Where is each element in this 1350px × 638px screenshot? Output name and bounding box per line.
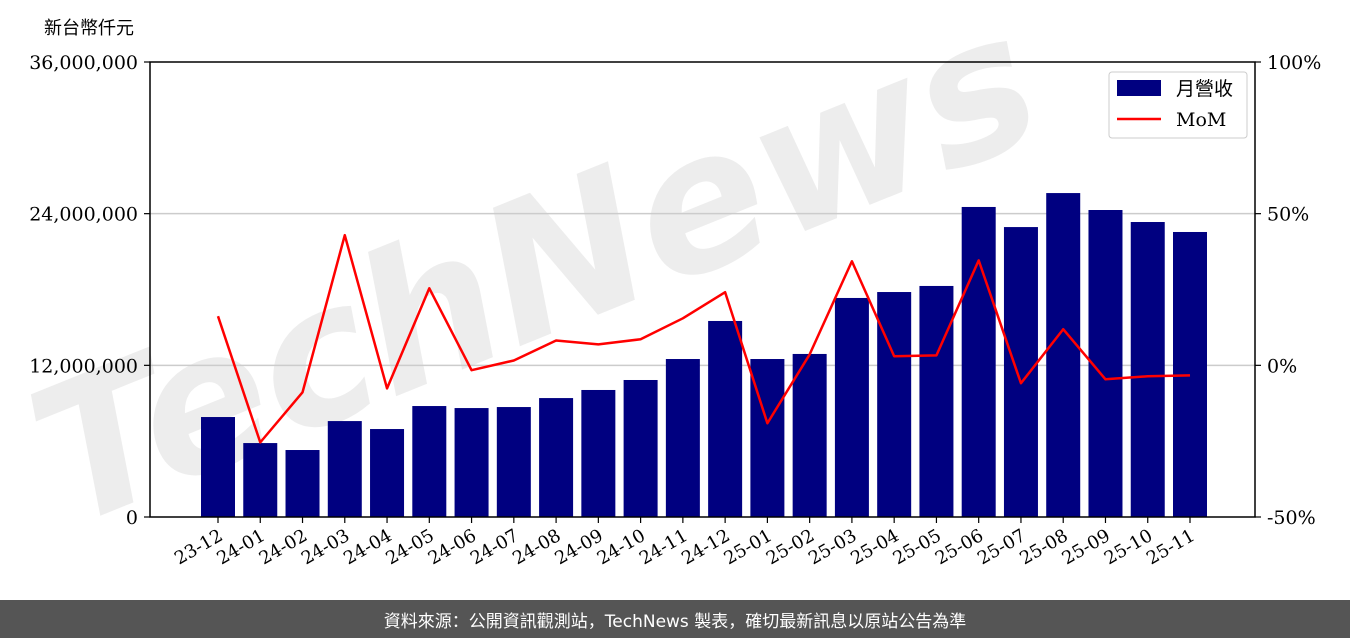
bar-25-02 xyxy=(792,353,827,517)
y-tick-label: 24,000,000 xyxy=(29,204,138,226)
y2-tick-label: -50% xyxy=(1267,507,1316,529)
plot-frame xyxy=(149,61,1256,518)
bar-25-09 xyxy=(1088,210,1123,517)
legend-label-mom: MoM xyxy=(1176,109,1226,131)
bar-24-12 xyxy=(708,320,743,517)
x-tick-label: 25-11 xyxy=(1143,525,1198,569)
y2-tick-label: 0% xyxy=(1267,355,1297,377)
y-tick-label: 0 xyxy=(126,507,138,529)
y-tick-label: 36,000,000 xyxy=(29,52,138,74)
bar-24-09 xyxy=(581,389,616,517)
bar-25-05 xyxy=(919,285,954,517)
bar-24-11 xyxy=(665,359,700,517)
y2-tick-label: 100% xyxy=(1267,52,1321,74)
bar-24-10 xyxy=(623,379,658,517)
y-tick-label: 12,000,000 xyxy=(29,355,138,377)
bar-25-04 xyxy=(877,292,912,517)
bar-24-07 xyxy=(496,407,531,517)
y2-tick-label: 50% xyxy=(1267,204,1309,226)
bar-25-07 xyxy=(1003,227,1038,517)
bar-24-03 xyxy=(327,421,362,517)
source-footer: 資料來源：公開資訊觀測站，TechNews 製表，確切最新訊息以原站公告為準 xyxy=(0,600,1350,638)
mom-line xyxy=(216,233,1191,444)
bar-24-04 xyxy=(370,429,405,517)
bar-25-03 xyxy=(834,297,869,517)
bar-23-12 xyxy=(201,417,235,517)
bar-25-10 xyxy=(1130,222,1165,517)
bar-25-08 xyxy=(1046,193,1081,517)
bar-24-06 xyxy=(454,408,489,517)
legend-label-revenue: 月營收 xyxy=(1176,78,1233,100)
chart: TechNews012,000,00024,000,00036,000,000-… xyxy=(3,0,1321,570)
bar-25-06 xyxy=(961,206,996,517)
bar-24-05 xyxy=(412,406,447,517)
bar-24-08 xyxy=(539,398,574,517)
legend-swatch-bar xyxy=(1117,80,1161,96)
y-axis-label: 新台幣仟元 xyxy=(44,18,134,39)
bar-24-02 xyxy=(285,450,320,517)
bar-24-01 xyxy=(243,443,278,517)
